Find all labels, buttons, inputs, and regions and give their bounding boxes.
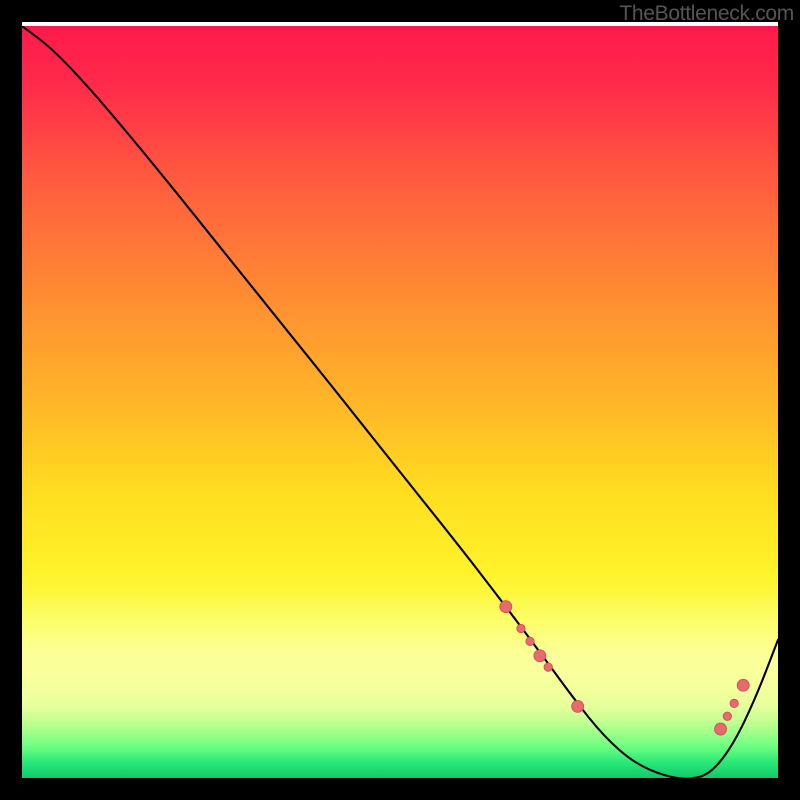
marker-point xyxy=(517,624,525,632)
marker-point xyxy=(715,723,727,735)
watermark-label: TheBottleneck.com xyxy=(619,2,794,26)
marker-point xyxy=(730,699,738,707)
marker-point xyxy=(526,637,534,645)
marker-point xyxy=(723,712,731,720)
chart-svg xyxy=(0,0,800,800)
marker-point xyxy=(544,663,552,671)
marker-point xyxy=(500,601,512,613)
marker-point xyxy=(534,650,546,662)
plot-glow-band xyxy=(22,26,778,782)
chart-container: TheBottleneck.com xyxy=(0,0,800,800)
marker-point xyxy=(737,679,749,691)
marker-point xyxy=(572,700,584,712)
